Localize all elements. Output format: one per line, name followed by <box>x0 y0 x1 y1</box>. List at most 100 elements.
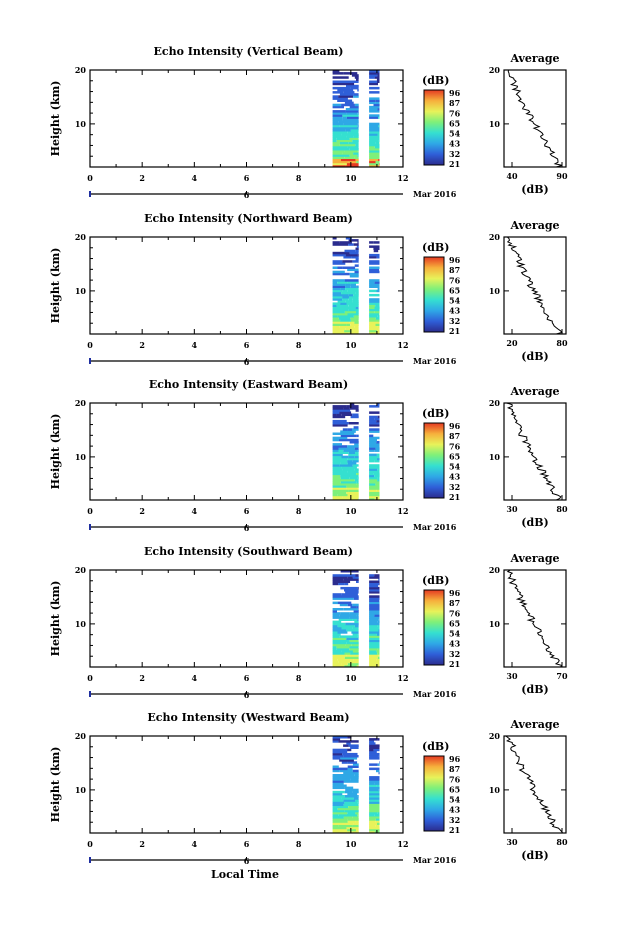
heatmap-cell <box>369 164 380 168</box>
heatmap-cell <box>332 493 338 497</box>
panel-1: Echo Intensity (Vertical Beam)2010Height… <box>49 45 568 200</box>
heatmap-cell <box>332 774 340 777</box>
heatmap-cell <box>369 752 380 756</box>
heatmap-cell <box>332 97 348 100</box>
heatmap-cell <box>342 266 356 269</box>
x-tick-label: 0 <box>87 173 93 183</box>
heatmap-cell <box>348 489 359 492</box>
colorbar-tick-label: 96 <box>449 421 461 431</box>
heatmap-cell <box>369 143 380 147</box>
heatmap-cell <box>349 612 359 615</box>
heatmap-cell <box>332 658 338 662</box>
heatmap-cell <box>332 466 342 469</box>
heatmap-cell <box>358 769 359 773</box>
colorbar-tick-label: 21 <box>449 825 460 835</box>
colorbar-tick-label: 76 <box>449 275 461 285</box>
heatmap-cell <box>353 426 359 429</box>
heatmap-cell <box>369 652 378 655</box>
x-tick-label: 10 <box>345 839 357 849</box>
heatmap-cell <box>369 131 374 134</box>
heatmap-cell <box>352 428 359 431</box>
heatmap-cell <box>332 476 341 480</box>
heatmap-cell <box>332 608 344 611</box>
heatmap-cell <box>378 654 380 657</box>
heatmap-cell <box>352 633 358 636</box>
average-profile-line <box>507 69 563 168</box>
heatmap-cell <box>332 424 348 427</box>
heatmap-cell <box>354 76 359 79</box>
heatmap-cell <box>346 84 359 88</box>
heatmap-cell <box>357 449 359 452</box>
heatmap-cell <box>357 635 359 638</box>
heatmap-cell <box>369 650 377 653</box>
heatmap-cell <box>356 160 359 164</box>
heatmap-cell <box>369 266 380 269</box>
heatmap-cell <box>332 253 346 257</box>
heatmap-cell <box>374 474 380 478</box>
x-tick-label: 4 <box>192 506 198 516</box>
heatmap-cell <box>340 474 356 478</box>
x-axis-label: Local Time <box>211 868 279 881</box>
average-profile-line <box>506 402 562 501</box>
heatmap-cell <box>348 451 355 454</box>
heatmap-cell <box>347 268 359 272</box>
colorbar-tick-label: 96 <box>449 255 461 265</box>
heatmap-cell <box>348 141 359 145</box>
heatmap-cell <box>339 759 354 762</box>
heatmap-cell <box>356 481 359 484</box>
heatmap-cell <box>332 470 348 473</box>
heatmap-cell <box>347 828 356 832</box>
heatmap-cell <box>352 830 358 834</box>
heatmap-cell <box>369 744 375 747</box>
heatmap-cell <box>349 154 358 157</box>
colorbar-tick-label: 21 <box>449 326 460 336</box>
heatmap-cell <box>348 805 359 809</box>
heatmap-cell <box>369 86 380 90</box>
heatmap-cell <box>332 266 338 269</box>
x-tick-label: 2 <box>139 673 145 683</box>
heatmap-cell <box>332 317 339 320</box>
colorbar-tick-label: 96 <box>449 588 461 598</box>
heatmap-cell <box>369 268 380 272</box>
heatmap-cell <box>369 474 375 478</box>
heatmap-cell <box>339 241 352 244</box>
heatmap-cell <box>332 462 341 465</box>
heatmap-cell <box>369 795 380 798</box>
heatmap-cell <box>375 820 380 823</box>
heatmap-cell <box>332 816 344 819</box>
heatmap-cell <box>332 122 344 126</box>
heatmap-cell <box>341 662 348 666</box>
heatmap-cell <box>369 312 380 316</box>
heatmap-cell <box>350 788 359 792</box>
heatmap-cell <box>337 624 355 628</box>
heatmap-cell <box>343 755 353 758</box>
heatmap-cell <box>369 260 380 263</box>
heatmap-cell <box>332 483 347 486</box>
avg-x-tick-label: 30 <box>506 504 518 514</box>
heatmap-cell <box>332 241 340 244</box>
heatmap-cell <box>377 476 380 480</box>
heatmap-cell <box>350 807 359 811</box>
heatmap-cell <box>332 805 349 809</box>
heatmap-cell <box>332 738 341 741</box>
heatmap-cell <box>377 656 380 659</box>
heatmap-cell <box>332 298 343 301</box>
heatmap-cell <box>350 323 359 326</box>
heatmap-cell <box>343 780 359 783</box>
heatmap-cell <box>374 449 380 452</box>
heatmap-cell <box>369 582 380 586</box>
colorbar <box>423 89 445 166</box>
heatmap-cell <box>356 434 359 438</box>
heatmap-cell <box>369 411 380 414</box>
heatmap-cell <box>339 603 348 607</box>
heatmap-cell <box>345 643 352 647</box>
heatmap-cell <box>355 828 359 832</box>
heatmap-cell <box>354 624 359 628</box>
heatmap-cell <box>369 464 380 467</box>
heatmap-cell <box>332 272 350 276</box>
heatmap-cell <box>369 101 376 105</box>
heatmap-cell <box>369 133 378 136</box>
heatmap-cell <box>377 652 380 655</box>
heatmap-cell <box>352 824 359 828</box>
